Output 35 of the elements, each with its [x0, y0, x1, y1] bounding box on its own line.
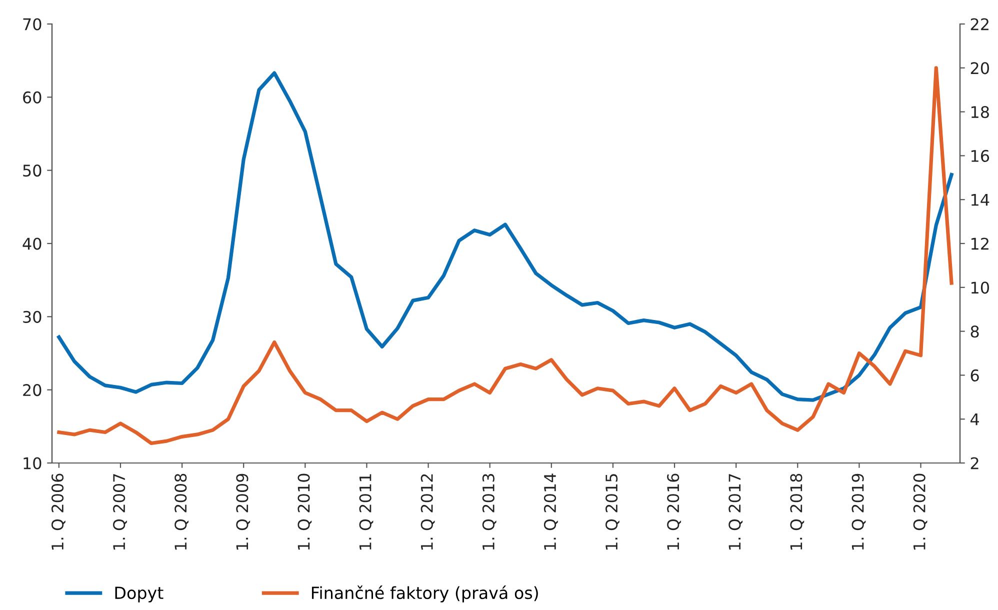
- y2-tick-label: 10: [971, 282, 989, 294]
- y-tick-label: 50: [23, 164, 42, 177]
- x-tick-label: 1. Q 2019: [852, 474, 866, 550]
- y-tick-label: 10: [24, 457, 42, 470]
- y-tick-label: 70: [23, 18, 42, 30]
- x-tick-label: 1. Q 2013: [482, 474, 496, 550]
- y2-tick-label: 4: [970, 414, 979, 426]
- y-tick-label: 40: [22, 238, 42, 250]
- x-tick-label: 1. Q 2012: [420, 474, 435, 550]
- legend-label: Finančné faktory (pravá os): [312, 586, 538, 602]
- x-tick-label: 1. Q 2020: [913, 474, 928, 550]
- y2-tick-label: 22: [970, 18, 988, 30]
- legend-label: Dopyt: [115, 586, 164, 602]
- y2-tick-label: 12: [971, 238, 988, 250]
- x-tick-label: 1. Q 2009: [236, 474, 250, 550]
- x-tick-label: 1. Q 2006: [51, 474, 66, 550]
- y2-tick-label: 14: [971, 194, 990, 206]
- y2-tick-label: 6: [970, 369, 979, 382]
- x-tick-label: 1. Q 2017: [728, 474, 743, 550]
- x-tick-label: 1. Q 2010: [298, 474, 312, 550]
- x-tick-label: 1. Q 2018: [790, 474, 804, 550]
- y2-tick-label: 20: [970, 62, 989, 74]
- x-tick-label: 1. Q 2015: [606, 474, 620, 550]
- x-tick-label: 1. Q 2008: [174, 474, 189, 550]
- x-tick-label: 1. Q 2016: [667, 474, 681, 550]
- y2-tick-label: 16: [971, 150, 990, 162]
- y-tick-label: 60: [23, 91, 42, 104]
- y2-tick-label: 18: [971, 106, 989, 118]
- y-tick-label: 30: [23, 310, 42, 323]
- x-tick-label: 1. Q 2011: [359, 474, 374, 550]
- x-tick-label: 1. Q 2014: [544, 474, 558, 550]
- y2-tick-label: 2: [970, 457, 978, 470]
- y2-tick-label: 8: [970, 326, 979, 338]
- y-tick-label: 20: [23, 384, 42, 396]
- x-tick-label: 1. Q 2007: [113, 474, 127, 550]
